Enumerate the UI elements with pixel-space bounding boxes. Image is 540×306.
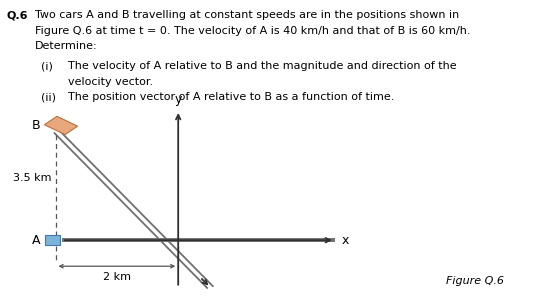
FancyBboxPatch shape [45,235,60,245]
Text: velocity vector.: velocity vector. [68,77,153,87]
Text: The velocity of A relative to B and the magnitude and direction of the: The velocity of A relative to B and the … [68,61,456,71]
Text: 2 km: 2 km [103,272,131,282]
Polygon shape [44,116,78,135]
Text: The position vector of A relative to B as a function of time.: The position vector of A relative to B a… [68,92,394,103]
Text: Figure Q.6 at time t = 0. The velocity of A is 40 km/h and that of B is 60 km/h.: Figure Q.6 at time t = 0. The velocity o… [35,26,470,36]
Text: A: A [32,234,40,247]
Text: y: y [174,93,182,106]
Text: (ii): (ii) [40,92,56,103]
Text: x: x [341,234,349,247]
Text: Figure Q.6: Figure Q.6 [446,276,504,286]
Text: Two cars A and B travelling at constant speeds are in the positions shown in: Two cars A and B travelling at constant … [35,10,459,20]
Text: (i): (i) [40,61,52,71]
Text: B: B [32,119,40,132]
Text: Determine:: Determine: [35,41,97,51]
Text: 3.5 km: 3.5 km [13,173,51,183]
Text: Q.6: Q.6 [6,10,28,20]
